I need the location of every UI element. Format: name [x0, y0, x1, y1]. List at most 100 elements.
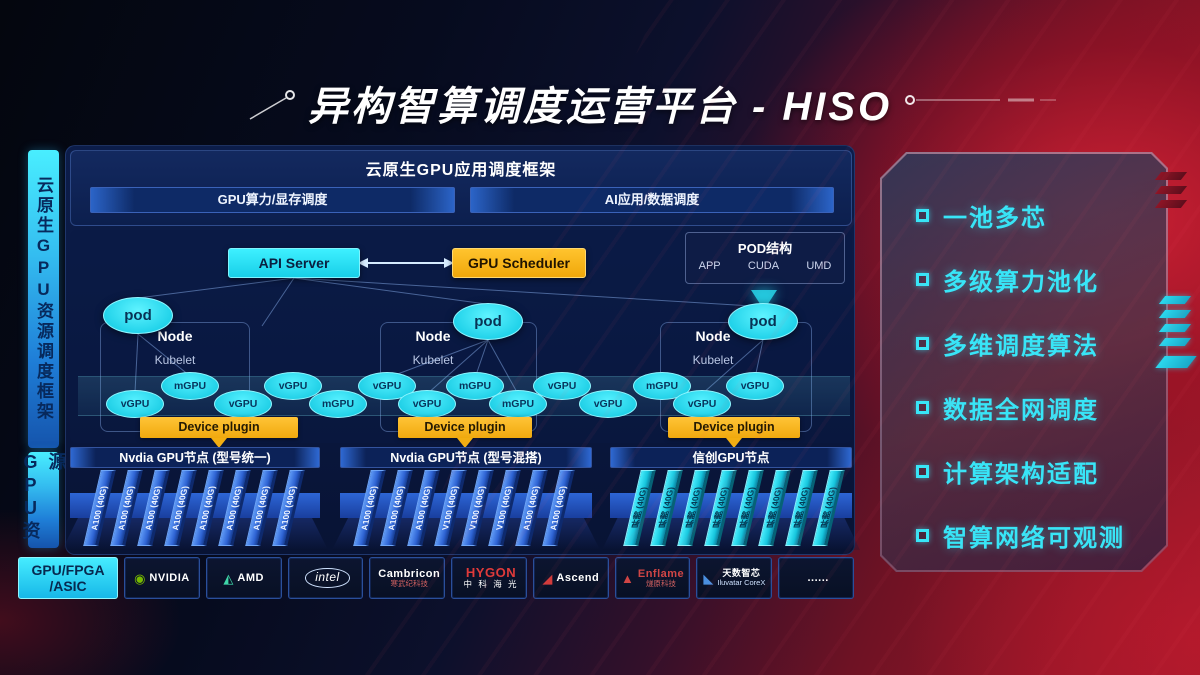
gpu-card-label: 昇腾 (40G) [790, 487, 811, 529]
vendor-name: Cambricon [378, 567, 441, 580]
gpu-card-group-2: A100 (40G) A100 (40G) A100 (40G) V100 (40G)… [353, 470, 575, 546]
gpu-card-label: 昇腾 (40G) [736, 487, 757, 529]
pod-item-app: APP [698, 260, 721, 272]
gpu-oval: vGPU [398, 390, 456, 418]
gpu-card-label: A100 (40G) [196, 485, 217, 531]
cyan-stripe-icon [1158, 296, 1192, 304]
gpu-oval: vGPU [214, 390, 272, 418]
gpu-card: A100 (40G) [407, 470, 440, 546]
gpu-card-label: 昇腾 (40G) [682, 487, 703, 529]
gpu-card: A100 (40G) [380, 470, 413, 546]
vendor-logo-icon: ▲ [620, 570, 634, 586]
gpu-card-label: A100 (40G) [250, 485, 271, 531]
feature-list: 一池多芯 多级算力池化 多维调度算法 数据全网调度 [882, 154, 1166, 570]
gpu-card: 昇腾 (40G) [785, 470, 818, 546]
gpu-beam-3 [610, 493, 852, 518]
vendor-logo-icon: ◭ [223, 570, 234, 586]
vendor-subname: 燧原科技 [646, 578, 676, 588]
kubelet-label-1: Kubelet [154, 353, 196, 367]
gpu-oval-label: vGPU [687, 398, 717, 410]
vendor-name: 天数智芯 [722, 567, 761, 578]
feature-label: 计算架构适配 [943, 461, 1099, 488]
vendor-subname: 中 科 海 光 [463, 579, 519, 590]
gpu-oval-label: mGPU [173, 380, 207, 392]
hardware-vendor-row: GPU/FPGA /ASIC ◉ NVIDIA ◭ AMD [18, 557, 855, 599]
square-bullet-icon [916, 401, 929, 414]
api-server-box: API Server [228, 248, 360, 278]
vendor-name: Enflame [637, 567, 685, 580]
gpu-card-label: A100 (40G) [277, 485, 298, 531]
nvidia-uniform-node-bar: Nvdia GPU节点 (型号统一) [70, 447, 320, 468]
gpu-card-label: V100 (40G) [439, 486, 460, 530]
device-plugin-arrow-1 [211, 438, 227, 448]
feature-label: 多级算力池化 [943, 269, 1099, 296]
gpu-card-label: 昇腾 (40G) [763, 487, 784, 529]
vendor-logo-box: ▲ Enflame 燧原科技 [614, 557, 691, 599]
vendor-logo-text: AMD [237, 572, 264, 584]
gpu-card: A100 (40G) [218, 470, 251, 546]
device-plugin-arrow-3 [726, 438, 742, 448]
pod-oval-3: pod [728, 303, 798, 340]
gpu-card: 昇腾 (40G) [677, 470, 710, 546]
gpu-oval-label: vGPU [412, 398, 442, 410]
gpu-card: A100 (40G) [515, 470, 548, 546]
pod-structure-box [685, 232, 845, 284]
cyan-stripe-icon [1155, 356, 1197, 368]
square-bullet-icon [916, 465, 929, 478]
gpu-oval-label: vGPU [372, 380, 402, 392]
vendor-subname: 寒武纪科技 [390, 578, 428, 588]
page-title: 异构智算调度运营平台 - HISO [307, 85, 893, 129]
sidebar-label-scheduling-framework: 云原生GPU资源调度框架 [28, 150, 59, 448]
node-label-3: Node [695, 328, 731, 344]
gpu-oval: vGPU [264, 372, 322, 400]
gpu-card-label: A100 (40G) [223, 485, 244, 531]
cyan-stripe-icon [1158, 338, 1192, 346]
gpu-oval: vGPU [673, 390, 731, 418]
gpu-oval: mGPU [309, 390, 367, 418]
vendor-logo-icon: ◣ [703, 570, 714, 586]
kubelet-label-3: Kubelet [692, 353, 734, 367]
gpu-card: 昇腾 (40G) [758, 470, 791, 546]
feature-item: 数据全网调度 [916, 390, 1166, 425]
gpu-oval: mGPU [489, 390, 547, 418]
feature-item: 多级算力池化 [916, 262, 1166, 297]
pod-structure-title: POD结构 [737, 241, 793, 256]
xinchuang-node-bar: 信创GPU节点 [610, 447, 852, 468]
square-bullet-icon [916, 273, 929, 286]
pod-oval-2: pod [453, 303, 523, 340]
nvidia-mixed-node-bar: Nvdia GPU节点 (型号混搭) [340, 447, 592, 468]
vendor-logo-box: HYGON 中 科 海 光 [451, 557, 527, 599]
kubelet-label-2: Kubelet [412, 353, 454, 367]
vendor-logo-icon: ◢ [542, 570, 553, 586]
gpu-card-label: 昇腾 (40G) [709, 487, 730, 529]
vendor-logo-box: Cambricon 寒武纪科技 [369, 557, 446, 599]
gpu-card-group-3: 昇腾 (40G) 昇腾 (40G) 昇腾 (40G) 昇腾 (40G) 昇腾 (40G)… [623, 470, 845, 546]
vendor-logo-text: 天数智芯 Iluvatar CoreX [717, 567, 766, 587]
red-stripe-icon [1154, 186, 1188, 194]
vendor-logo-box: ◉ NVIDIA [124, 557, 200, 599]
feature-label: 一池多芯 [943, 205, 1047, 232]
vendor-logo-box: ◭ AMD [205, 557, 282, 599]
gpu-oval-label: vGPU [593, 398, 623, 410]
gpu-card-label: A100 (40G) [115, 485, 136, 531]
gpu-card-label: 昇腾 (40G) [817, 487, 838, 529]
feature-label: 数据全网调度 [943, 397, 1099, 424]
gpu-card-label: A100 (40G) [520, 485, 541, 531]
vendor-logo-box: ◢ Ascend [532, 557, 609, 599]
pod-item-umd: UMD [806, 260, 832, 272]
gpu-card-label: A100 (40G) [358, 485, 379, 531]
gpu-oval: vGPU [726, 372, 784, 400]
gpu-oval-label: mGPU [501, 398, 535, 410]
gpu-compute-memory-scheduling-bar: GPU算力/显存调度 [90, 187, 455, 213]
vendor-logo-text: Enflame 燧原科技 [638, 568, 684, 588]
gpu-card-label: V100 (40G) [493, 486, 514, 530]
vendor-subname: Iluvatar CoreX [717, 577, 766, 587]
pod-item-cuda: CUDA [747, 260, 780, 272]
gpu-card: A100 (40G) [110, 470, 143, 546]
gpu-oval: vGPU [533, 372, 591, 400]
device-plugin-2: Device plugin [398, 417, 532, 438]
square-bullet-icon [916, 209, 929, 222]
gpu-card: 昇腾 (40G) [650, 470, 683, 546]
gpu-scheduler-box: GPU Scheduler [452, 248, 586, 278]
gpu-oval-label: vGPU [547, 380, 577, 392]
